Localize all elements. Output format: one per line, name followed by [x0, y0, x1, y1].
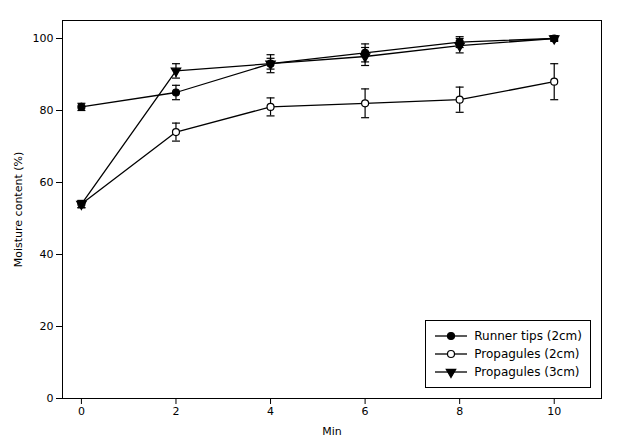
svg-text:4: 4 — [267, 405, 274, 418]
svg-text:0: 0 — [78, 405, 85, 418]
html-text:Runner tips (2cm): Runner tips (2cm) — [474, 329, 582, 343]
svg-text:6: 6 — [362, 405, 369, 418]
svg-text:8: 8 — [456, 405, 463, 418]
html-text:Propagules (2cm): Propagules (2cm) — [474, 347, 580, 361]
svg-text:2: 2 — [172, 405, 179, 418]
svg-text:60: 60 — [40, 176, 54, 189]
svg-text:Moisture content (%): Moisture content (%) — [12, 152, 25, 267]
svg-text:40: 40 — [40, 248, 54, 261]
svg-text:80: 80 — [40, 104, 54, 117]
svg-text:100: 100 — [33, 32, 54, 45]
svg-text:10: 10 — [547, 405, 561, 418]
svg-text:0: 0 — [47, 392, 54, 405]
html-text:Propagules (3cm): Propagules (3cm) — [474, 365, 580, 379]
svg-text:Min: Min — [322, 425, 342, 438]
svg-text:20: 20 — [40, 320, 54, 333]
